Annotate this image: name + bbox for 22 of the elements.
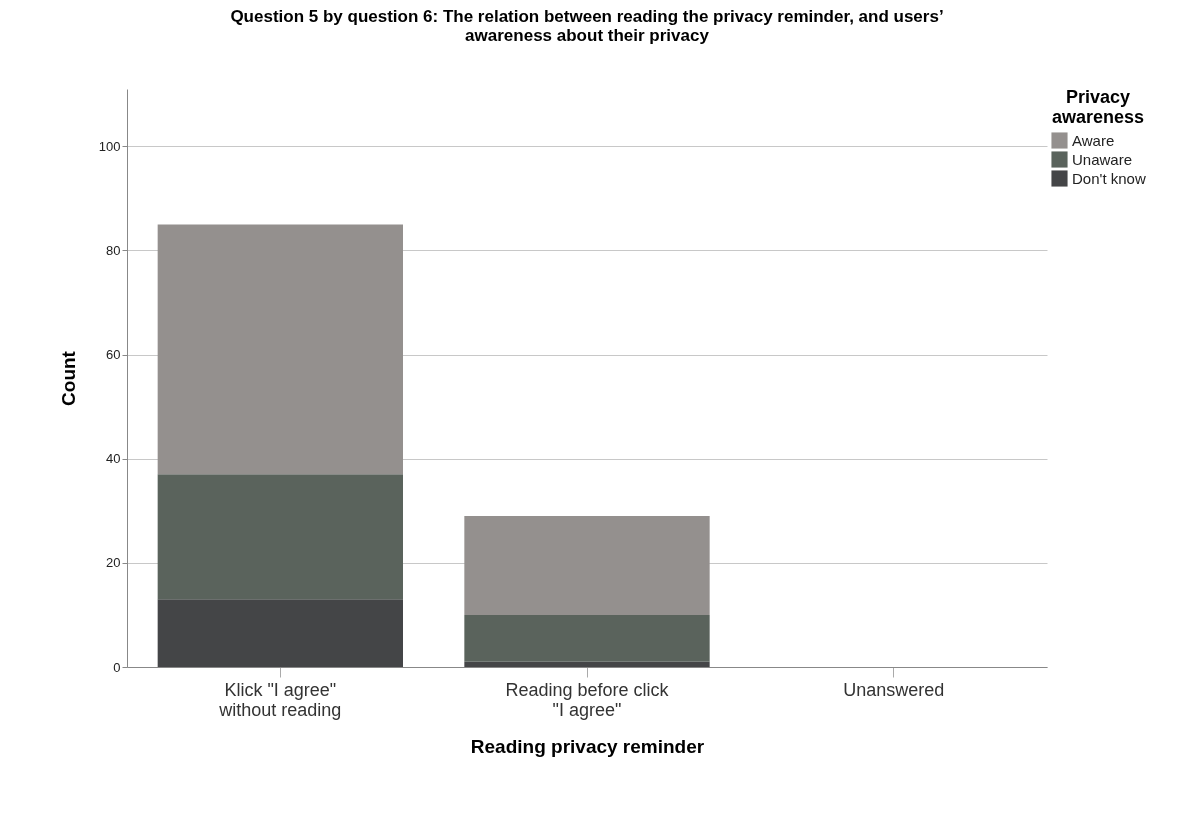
y-axis-title: Count [57, 350, 79, 406]
legend-title: Privacy awareness [1051, 87, 1145, 127]
bar [464, 614, 710, 662]
x-tick-label: Unanswered [843, 679, 945, 700]
bar [464, 661, 710, 667]
y-tick-label: 80 [106, 242, 121, 258]
x-axis-title: Reading privacy reminder [470, 735, 705, 757]
y-tick-label: 40 [106, 451, 121, 467]
y-tick-label: 0 [113, 659, 121, 675]
y-tick-label: 20 [106, 555, 121, 571]
legend-label: Aware [1072, 131, 1115, 149]
bar [157, 599, 403, 667]
x-tick-label: Klick "I agree" without reading [218, 679, 342, 720]
x-tick-label: Reading before click "I agree" [505, 679, 670, 720]
bar [157, 224, 403, 475]
legend-label: Unaware [1072, 150, 1133, 168]
y-tick-label: 60 [106, 347, 121, 363]
y-tick-label: 100 [98, 138, 121, 154]
bar [157, 474, 403, 600]
chart-title: Question 5 by question 6: The relation between reading the privacy reminder, and users’ awareness about their privacy [230, 7, 944, 45]
legend-label: Don't know [1072, 169, 1146, 187]
bar [464, 515, 710, 615]
